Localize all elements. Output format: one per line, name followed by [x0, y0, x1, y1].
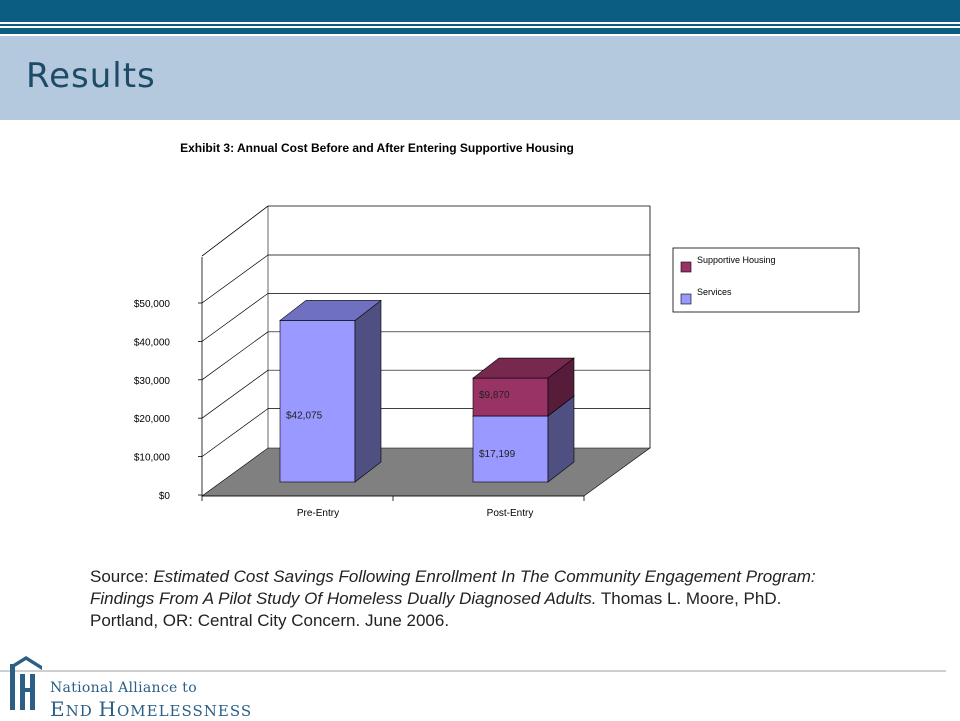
x-tick-label: Post-Entry [487, 508, 534, 519]
source-title: Estimated Cost Savings Following Enrollm… [90, 567, 816, 608]
gridline-side [201, 331, 269, 381]
source-prefix: Source: [90, 567, 154, 586]
legend-box [672, 247, 860, 313]
bar-top [279, 300, 382, 321]
bar-chart: Exhibit 3: Annual Cost Before and After … [134, 141, 860, 519]
title-band [0, 36, 960, 120]
y-tick-label: $40,000 [134, 337, 171, 348]
naeh-logo-icon [10, 656, 42, 710]
logo-line-2: END HOMELESSNESS [50, 697, 253, 721]
legend-label: Supportive Housing [697, 255, 776, 265]
top-line [0, 24, 960, 26]
bar-side [354, 299, 382, 483]
gridline-side [201, 293, 269, 342]
data-label: $17,199 [479, 449, 516, 460]
footer-divider [0, 670, 946, 672]
legend-label: Services [697, 287, 732, 297]
bar [279, 320, 356, 483]
chart-floor [201, 447, 651, 497]
wall-outline [201, 205, 651, 448]
top-bar [0, 0, 960, 22]
bar [472, 377, 549, 417]
chart-title: Exhibit 3: Annual Cost Before and After … [180, 141, 574, 155]
legend-swatch [680, 293, 692, 305]
source-rest: Thomas L. Moore, PhD. Portland, OR: Cent… [90, 589, 782, 630]
top-bar-2 [0, 28, 960, 34]
slide-title: Results [26, 56, 156, 96]
legend-swatch [680, 261, 692, 273]
y-tick-label: $10,000 [134, 453, 171, 464]
gridline-side [201, 254, 269, 304]
y-tick-label: $0 [159, 491, 171, 502]
bar-top [472, 357, 575, 379]
y-tick-label: $30,000 [134, 376, 171, 387]
bar [472, 415, 549, 483]
logo-line-1: National Alliance to [50, 680, 197, 696]
y-tick-label: $20,000 [134, 414, 171, 425]
x-tick-label: Pre-Entry [297, 508, 339, 519]
data-label: $9,870 [479, 390, 510, 401]
y-tick-label: $50,000 [134, 299, 171, 310]
gridline-side [201, 408, 269, 457]
data-label: $42,075 [286, 410, 323, 421]
source-citation: Source: Estimated Cost Savings Following… [90, 566, 850, 632]
gridline-side [201, 369, 269, 419]
